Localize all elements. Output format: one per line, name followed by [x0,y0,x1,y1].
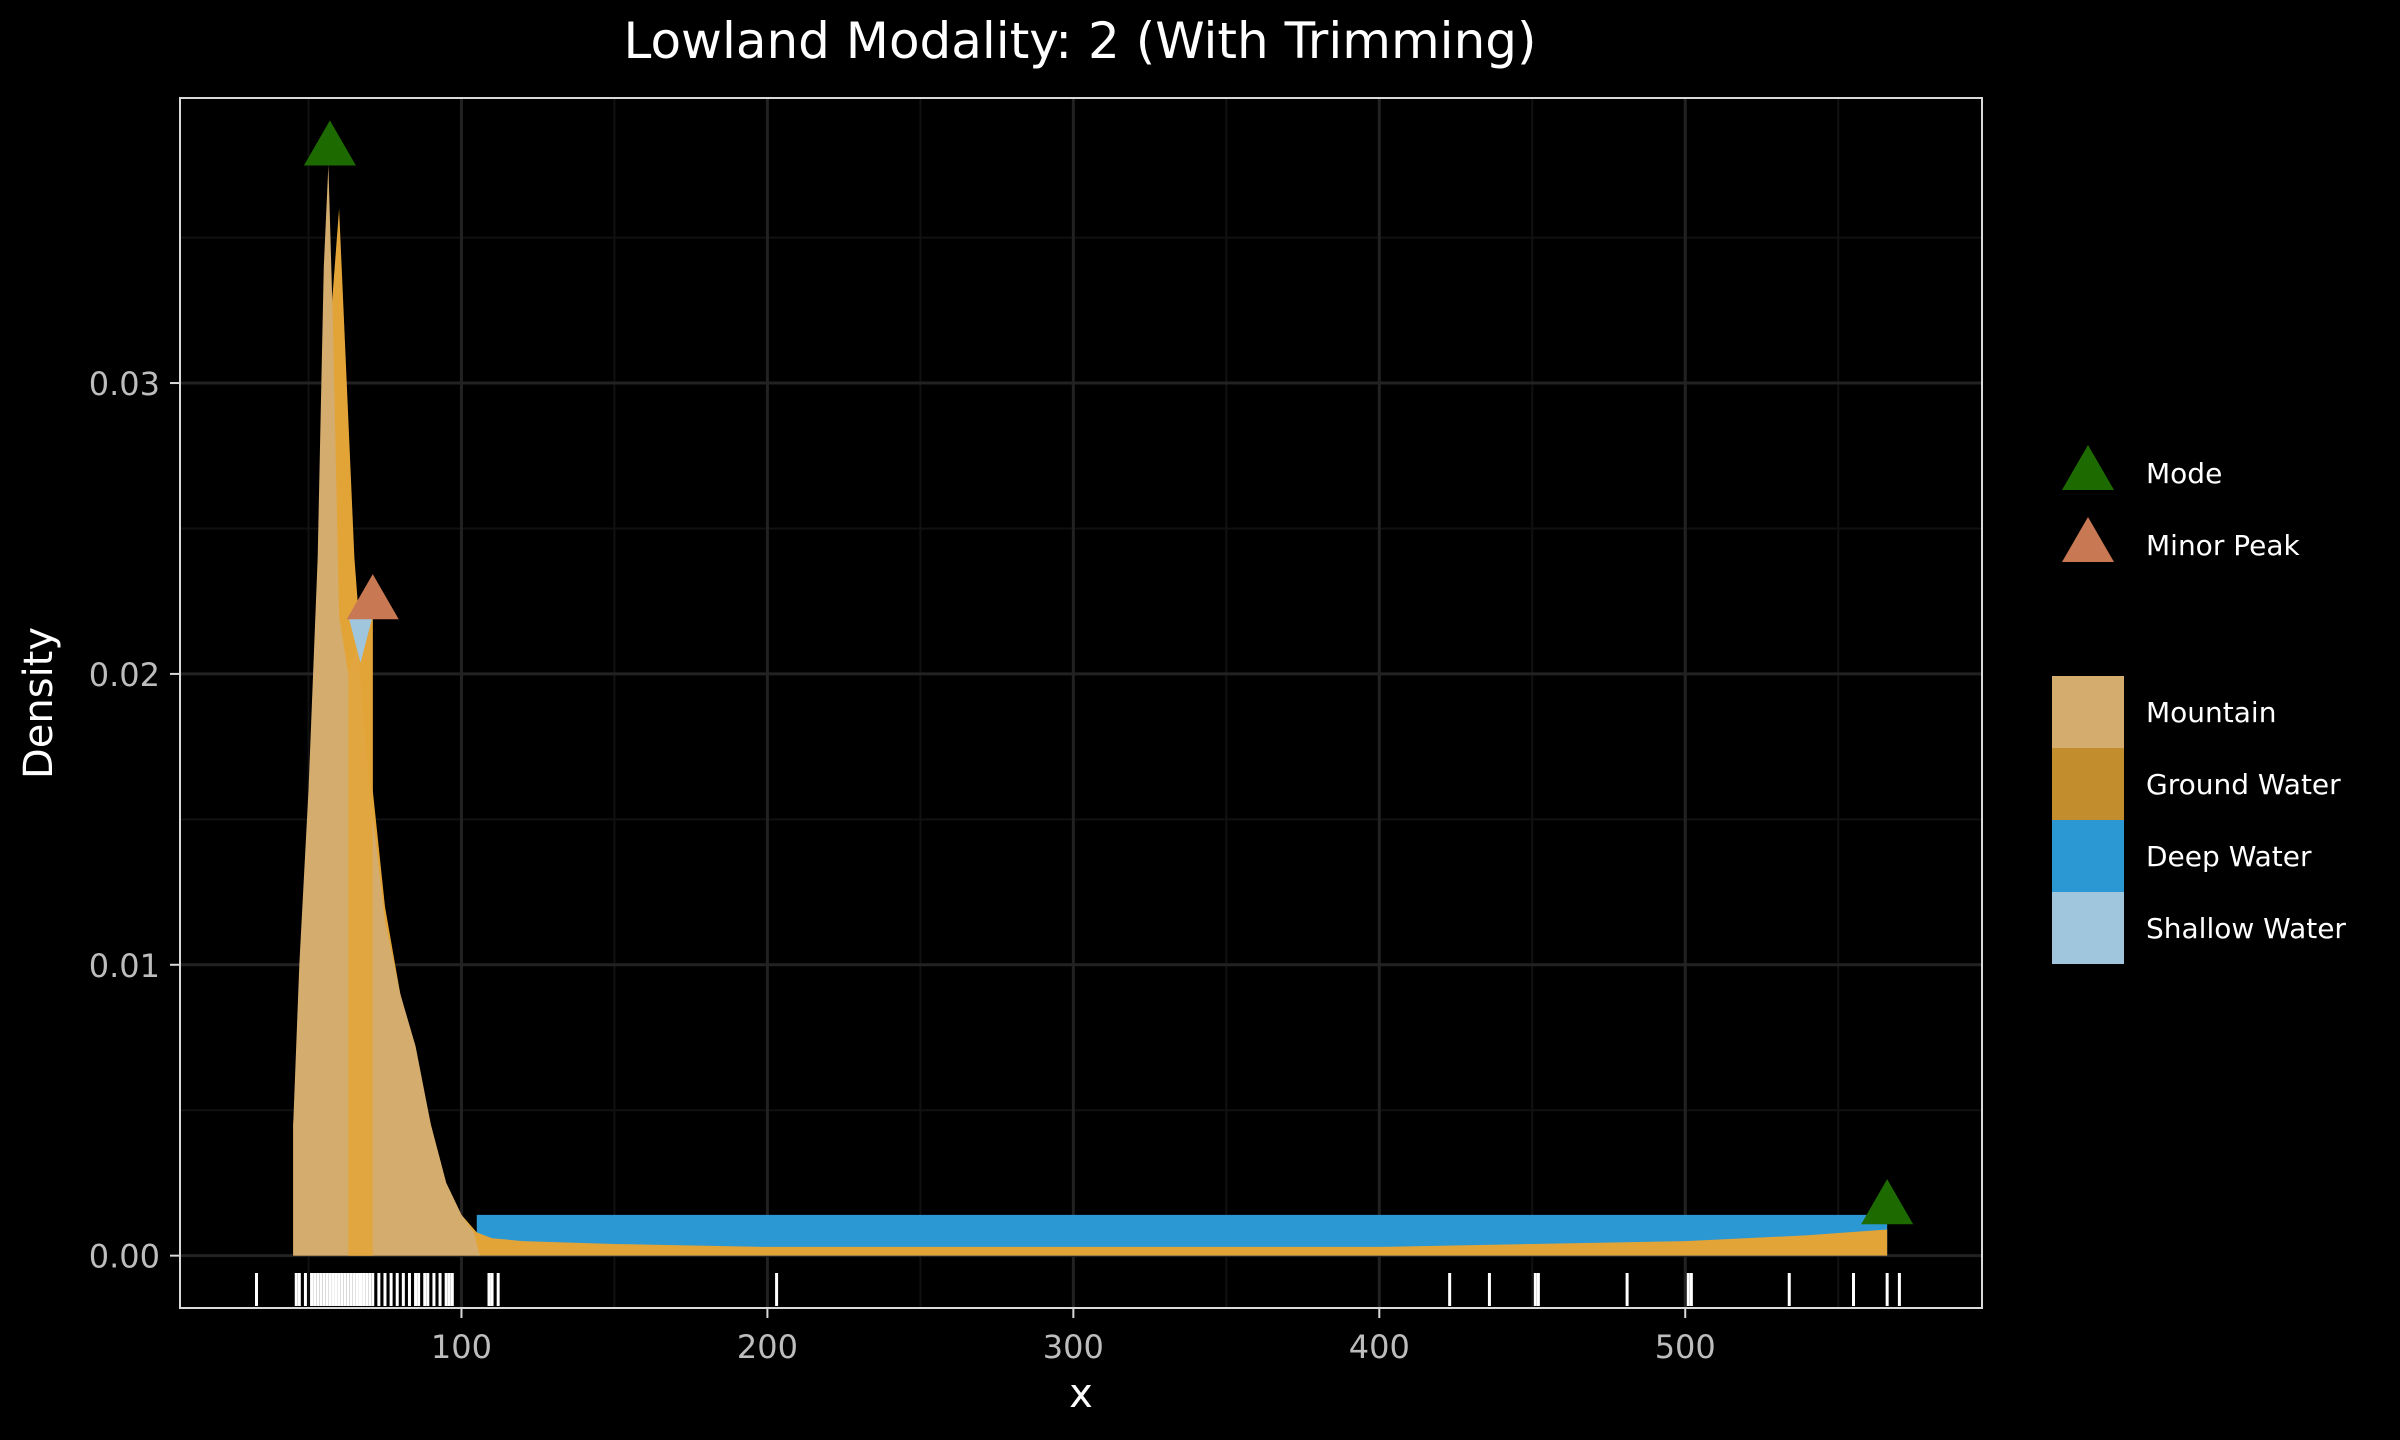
legend: Mode Minor Peak Mountain Ground Water Deep W… [2052,444,2346,964]
legend-marker-label: Minor Peak [2146,529,2300,562]
x-axis-label: x [1069,1371,1093,1417]
area-shallow-water [348,615,373,663]
peak-markers [303,120,1914,1225]
legend-marker-key [2062,516,2114,563]
x-tick-label: 500 [1655,1328,1716,1366]
x-tick-label: 300 [1043,1328,1104,1366]
y-axis-label: Density [16,627,62,779]
legend-fill-key [2052,820,2124,892]
y-tick-label: 0.03 [89,365,160,403]
legend-fill-label: Shallow Water [2146,912,2346,945]
legend-fill-key [2052,892,2124,964]
area-mountain [293,164,480,1256]
x-tick-label: 400 [1349,1328,1410,1366]
legend-fill-label: Ground Water [2146,768,2341,801]
y-tick-label: 0.01 [89,947,160,985]
y-tick-label: 0.02 [89,656,160,694]
legend-fill-label: Mountain [2146,696,2276,729]
minor-peak-marker [346,574,399,620]
area-ground-water-overlap [348,615,373,1256]
legend-fill-label: Deep Water [2146,840,2312,873]
panel-border [179,97,1983,1309]
rug-marks [254,1273,1901,1306]
legend-marker-key [2062,444,2114,491]
mode-marker [1861,1179,1914,1225]
density-areas [293,164,1888,1256]
y-tick-label: 0.00 [89,1238,160,1276]
x-tick-label: 200 [737,1328,798,1366]
chart-title: Lowland Modality: 2 (With Trimming) [623,12,1536,70]
legend-marker-label: Mode [2146,457,2222,490]
axis-ticks: 100 200 300 400 500 0.00 0.01 0.02 0.03 [89,365,1716,1366]
legend-fill-key [2052,748,2124,820]
x-tick-label: 100 [431,1328,492,1366]
legend-fill-key [2052,676,2124,748]
mode-marker [303,120,356,166]
